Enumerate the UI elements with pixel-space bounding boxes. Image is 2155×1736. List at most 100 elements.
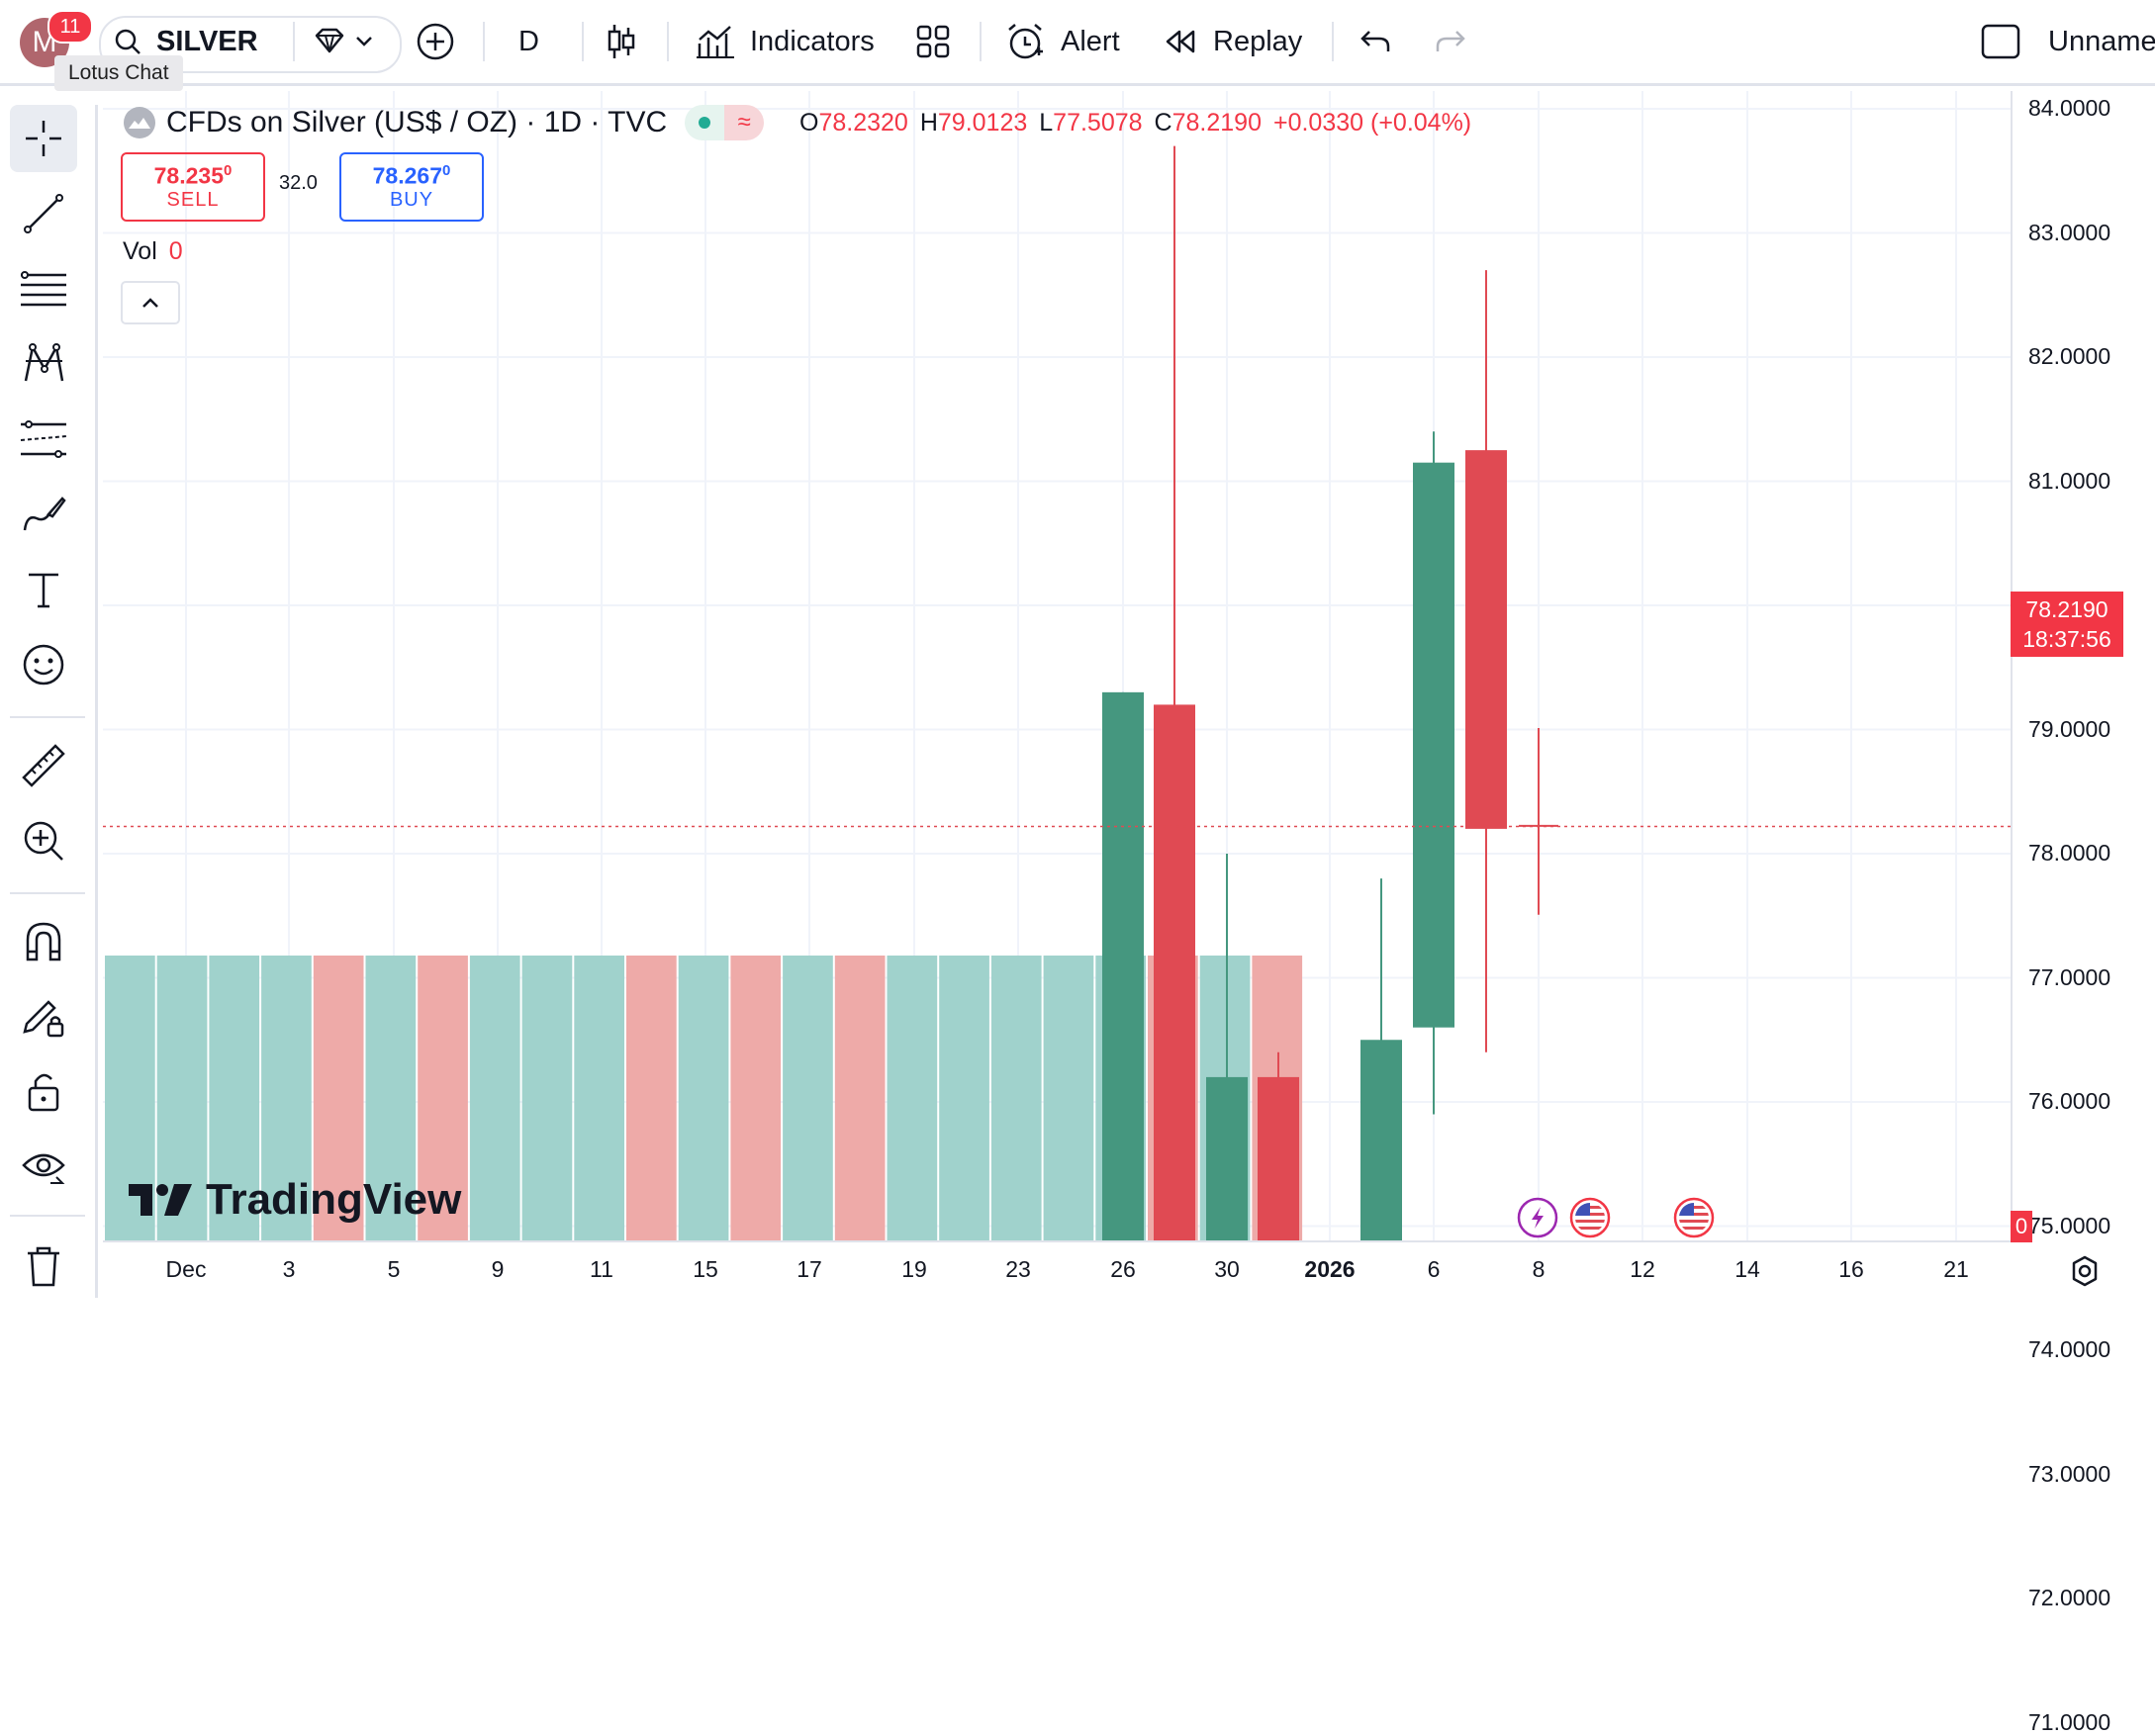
market-status[interactable]: ≈ [685, 105, 765, 140]
indicators-button[interactable]: Indicators [697, 0, 875, 83]
time-tick-label: 26 [1110, 1256, 1136, 1282]
alert-label: Alert [1061, 25, 1120, 57]
candle-body [1258, 1076, 1299, 1240]
symbol-name[interactable]: SILVER [156, 25, 258, 57]
price-tick-label: 83.0000 [2028, 219, 2111, 245]
zoom-tool[interactable] [10, 807, 77, 874]
time-tick-label: 8 [1532, 1256, 1546, 1282]
smiley-icon [23, 644, 64, 685]
magnet-tool[interactable] [10, 908, 77, 975]
projection-icon [20, 420, 67, 458]
buy-button[interactable]: 78.2670 BUY [339, 152, 484, 222]
price-tick-label: 72.0000 [2028, 1585, 2111, 1610]
time-tick-label: 16 [1838, 1256, 1864, 1282]
redo-icon[interactable] [1435, 0, 1466, 83]
time-tick-label: Dec [165, 1256, 207, 1282]
gem-icon[interactable] [313, 0, 346, 83]
layouts-icon[interactable] [916, 0, 950, 83]
lock-drawings-tool[interactable] [10, 983, 77, 1051]
bar-countdown: 18:37:56 [2022, 626, 2111, 652]
close-key: C [1154, 108, 1172, 137]
us-flag-icon[interactable] [1569, 1197, 1611, 1238]
buy-price: 78.2670 [372, 161, 451, 189]
chevron-down-icon[interactable] [354, 0, 374, 83]
eye-icon [22, 1153, 65, 1184]
candle-body [1413, 462, 1454, 1028]
indicators-label: Indicators [750, 25, 875, 57]
time-tick-label: 3 [282, 1256, 296, 1282]
emoji-tool[interactable] [10, 631, 77, 698]
market-open-dot-icon [685, 105, 725, 140]
alert-button[interactable]: Alert [1005, 0, 1120, 83]
time-tick-label: 21 [1943, 1256, 1969, 1282]
symbol-search[interactable] [99, 16, 402, 73]
interval-button[interactable]: D [518, 25, 539, 57]
pattern-tool[interactable] [10, 330, 77, 398]
time-tick-label: 5 [387, 1256, 401, 1282]
notification-badge: 11 [47, 10, 93, 44]
add-symbol-button[interactable] [416, 0, 455, 83]
horizontal-lines-icon [21, 271, 66, 307]
price-tick-label: 84.0000 [2028, 95, 2111, 121]
volume-bar [313, 956, 364, 1240]
candle-body [1206, 1076, 1248, 1240]
ohlc-values: O 78.2320 H 79.0123 L 77.5078 C 78.2190 +0.0… [799, 103, 1471, 142]
top-toolbar: M 11 SILVER D Indicators Alert Replay [0, 0, 2155, 86]
time-tick-label: 15 [693, 1256, 718, 1282]
chart-legend: CFDs on Silver (US$ / OZ) · 1D · TVC ≈ [123, 103, 765, 142]
delayed-data-icon: ≈ [724, 105, 765, 140]
price-tick-label: 82.0000 [2028, 343, 2111, 369]
layout-name[interactable]: Unname [2048, 25, 2155, 57]
earnings-flash-icon[interactable] [1517, 1197, 1558, 1238]
volume-legend[interactable]: Vol 0 [123, 237, 183, 266]
volume-bar [574, 956, 624, 1240]
search-icon [113, 0, 142, 83]
tooltip: Lotus Chat [54, 55, 183, 91]
us-flag-icon[interactable] [1673, 1197, 1715, 1238]
trend-line-icon [24, 194, 63, 233]
time-tick-label: 19 [901, 1256, 927, 1282]
low-key: L [1039, 108, 1054, 137]
settings-icon[interactable] [2068, 1254, 2102, 1288]
magnet-icon [26, 922, 61, 961]
measure-tool[interactable] [10, 732, 77, 799]
volume-scale-label: 0 [2011, 1211, 2032, 1242]
brush-tool[interactable] [10, 481, 77, 548]
rewind-icon [1166, 30, 1195, 53]
candles-icon[interactable] [606, 0, 637, 83]
buy-label: BUY [389, 189, 434, 212]
volume-bar [887, 956, 938, 1240]
change-value: +0.0330 (+0.04%) [1272, 108, 1472, 137]
replay-label: Replay [1213, 25, 1303, 57]
time-scale[interactable]: Dec 3 5 9 11 15 17 19 23 26 30 2026 6 8 12 14 16 21 [103, 1240, 2098, 1300]
volume-value: 0 [168, 237, 183, 265]
open-key: O [799, 108, 819, 137]
volume-bar [469, 956, 520, 1240]
price-scale[interactable]: 84.000083.000082.000081.000080.000079.00… [2011, 91, 2155, 1735]
trend-line-tool[interactable] [10, 180, 77, 247]
time-tick-label: 14 [1734, 1256, 1760, 1282]
unlock-icon [28, 1073, 59, 1112]
symbol-title[interactable]: CFDs on Silver (US$ / OZ) · 1D · TVC [166, 106, 668, 138]
unlock-tool[interactable] [10, 1058, 77, 1126]
price-tick-label: 77.0000 [2028, 963, 2111, 990]
collapse-legend-button[interactable] [121, 281, 180, 324]
undo-icon[interactable] [1359, 0, 1391, 83]
fullscreen-icon[interactable] [1981, 0, 2020, 83]
candle-body [1102, 691, 1144, 1240]
sell-button[interactable]: 78.2350 SELL [121, 152, 265, 222]
delete-drawings-tool[interactable] [10, 1233, 77, 1300]
price-tick-label: 74.0000 [2028, 1336, 2111, 1362]
volume-bar [209, 956, 260, 1240]
visibility-tool[interactable] [10, 1134, 77, 1201]
text-tool[interactable] [10, 556, 77, 623]
time-tick-label: 9 [491, 1256, 505, 1282]
forecast-tool[interactable] [10, 406, 77, 473]
price-chart[interactable] [103, 91, 2011, 1240]
replay-button[interactable]: Replay [1164, 0, 1302, 83]
indicators-icon [697, 26, 734, 58]
fib-tool[interactable] [10, 255, 77, 322]
time-tick-label: 11 [590, 1256, 613, 1282]
crosshair-tool[interactable] [10, 105, 77, 172]
high-value: 79.0123 [937, 108, 1028, 137]
